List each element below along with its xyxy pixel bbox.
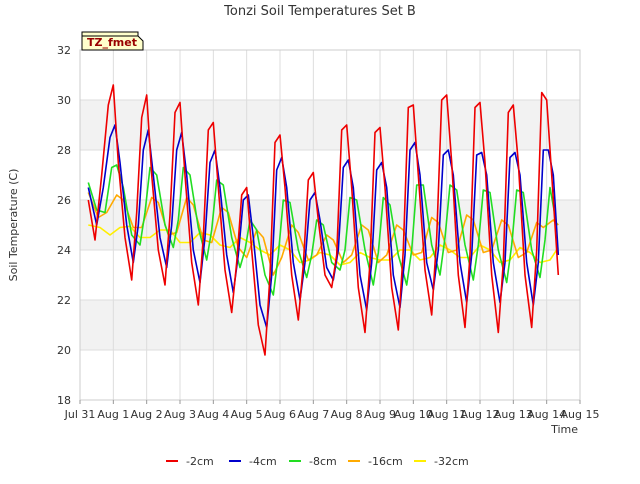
background-bands	[80, 100, 580, 350]
x-axis-ticks: Jul 31 Aug 1 Aug 2 Aug 3 Aug 4 Aug 5 Aug 6 Aug …	[64, 400, 600, 421]
legend-label: -4cm	[249, 455, 277, 468]
x-tick-label: Aug 13	[494, 408, 533, 421]
legend: -2cm -4cm -8cm -16cm -32cm	[166, 455, 469, 468]
legend-label: -16cm	[368, 455, 403, 468]
x-tick-label: Aug 2	[131, 408, 163, 421]
y-tick-label: 24	[57, 244, 71, 257]
chart-title: Tonzi Soil Temperatures Set B	[223, 4, 416, 19]
x-tick-label: Aug 9	[364, 408, 396, 421]
y-axis-label: Soil Temperature (C)	[7, 169, 20, 282]
x-tick-label: Aug 7	[297, 408, 329, 421]
y-tick-label: 18	[57, 394, 71, 407]
x-tick-label: Aug 8	[331, 408, 363, 421]
x-tick-label: Aug 15	[561, 408, 600, 421]
x-axis-label: Time	[550, 423, 578, 436]
background-band	[80, 100, 580, 150]
annotation-label: TZ_fmet	[87, 36, 137, 49]
x-tick-label: Aug 11	[427, 408, 466, 421]
y-tick-label: 30	[57, 94, 71, 107]
x-tick-label: Aug 6	[264, 408, 296, 421]
y-tick-label: 28	[57, 144, 71, 157]
plot-area-frame	[79, 49, 581, 401]
y-tick-label: 26	[57, 194, 71, 207]
series-line-neg2cm	[87, 84, 560, 356]
legend-label: -32cm	[434, 455, 469, 468]
x-tick-label: Aug 5	[231, 408, 263, 421]
legend-label: -8cm	[309, 455, 337, 468]
y-tick-label: 22	[57, 294, 71, 307]
y-tick-label: 32	[57, 44, 71, 57]
x-tick-label: Aug 4	[197, 408, 229, 421]
x-tick-label: Aug 10	[394, 408, 433, 421]
x-tick-label: Aug 14	[527, 408, 566, 421]
y-axis-ticks: 18 20 22 24 26 28 30 32	[57, 44, 71, 407]
x-tick-label: Aug 12	[461, 408, 500, 421]
series-lines	[87, 84, 560, 356]
annotation-box: TZ_fmet	[81, 31, 144, 51]
x-tick-label: Aug 3	[164, 408, 196, 421]
legend-label: -2cm	[186, 455, 214, 468]
background-band	[80, 300, 580, 350]
series-line-neg4cm	[87, 124, 560, 329]
x-tick-label: Aug 1	[97, 408, 129, 421]
x-tick-label: Jul 31	[64, 408, 96, 421]
y-tick-label: 20	[57, 344, 71, 357]
